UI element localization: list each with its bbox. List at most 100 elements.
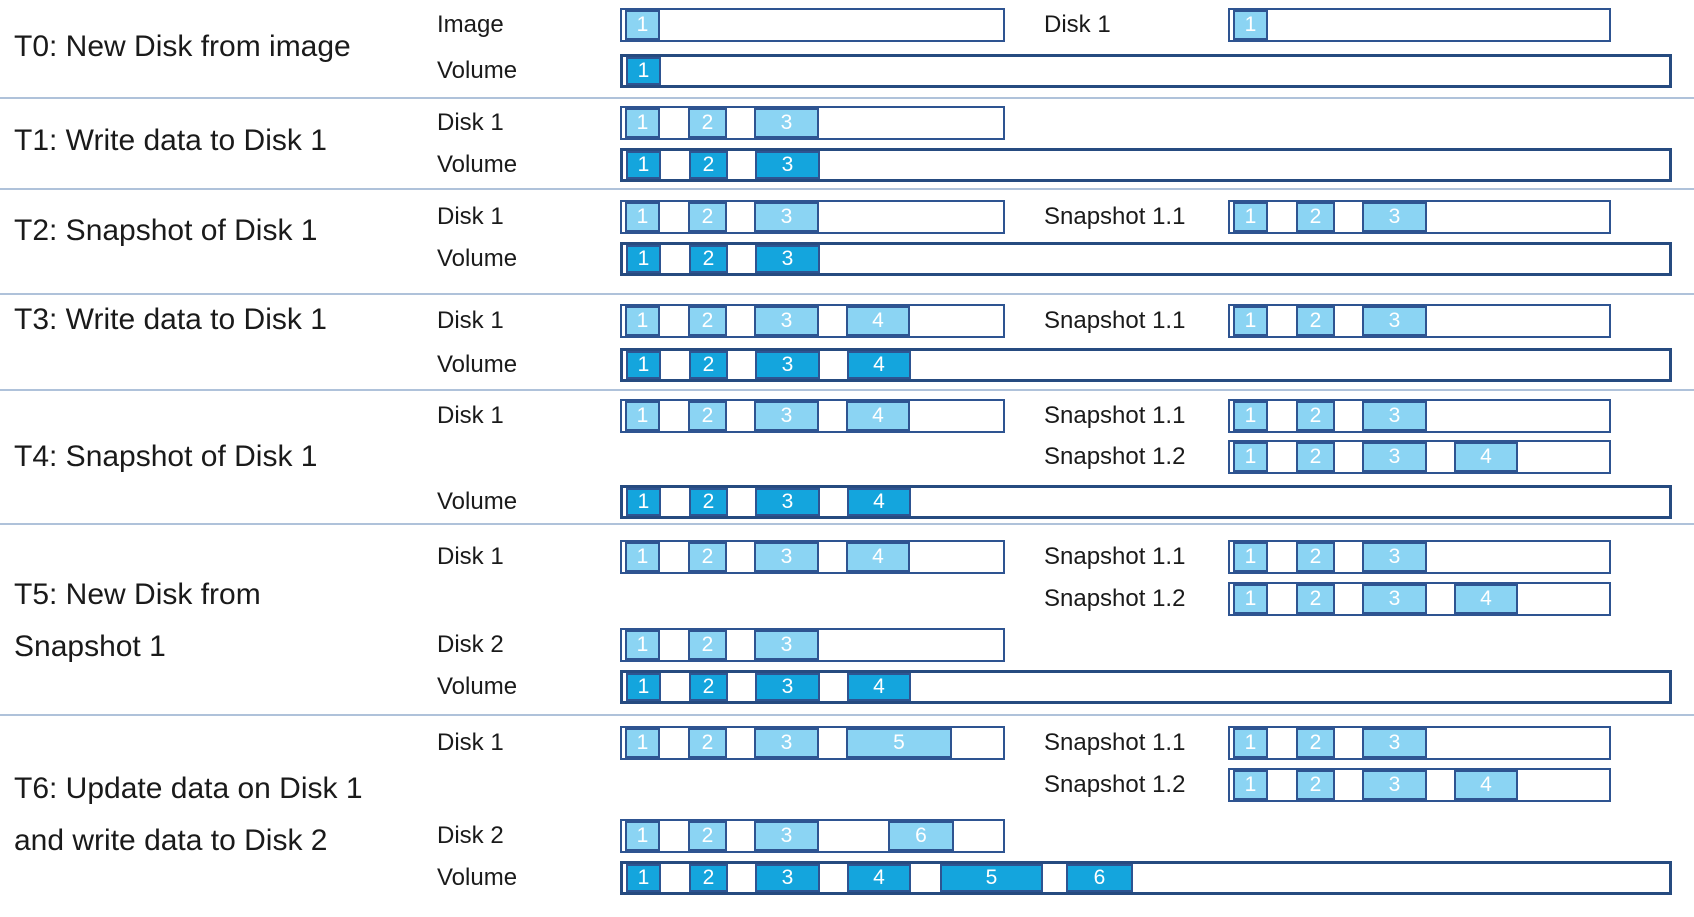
block-2: 2: [1296, 728, 1335, 758]
block-4: 4: [1454, 770, 1518, 800]
row-label-volume: Volume: [437, 57, 518, 84]
block-2: 2: [1296, 770, 1335, 800]
block-3: 3: [754, 542, 819, 572]
block-2: 2: [688, 306, 727, 336]
block-6: 6: [1066, 864, 1133, 892]
block-2: 2: [1296, 306, 1335, 336]
row-label-disk-2: Disk 2: [437, 822, 504, 849]
block-2: 2: [688, 821, 727, 851]
block-1: 1: [625, 728, 660, 758]
block-4: 4: [846, 401, 910, 431]
block-1: 1: [625, 202, 660, 232]
row-label-disk-1: Disk 1: [437, 402, 504, 429]
volume-bar: 1: [620, 54, 1672, 88]
block-3: 3: [754, 728, 819, 758]
block-1: 1: [1233, 401, 1268, 431]
section-title-t1: T1: Write data to Disk 1: [14, 124, 327, 157]
block-2: 2: [689, 151, 728, 179]
block-3: 3: [1362, 202, 1427, 232]
image-bar: 1: [620, 8, 1005, 42]
section-title-t3: T3: Write data to Disk 1: [14, 303, 327, 336]
block-3: 3: [755, 151, 820, 179]
block-3: 3: [754, 821, 819, 851]
block-2: 2: [688, 202, 727, 232]
row-label-snapshot-1-1: Snapshot 1.1: [1044, 203, 1186, 230]
section-title-t0: T0: New Disk from image: [14, 30, 351, 63]
block-1: 1: [1233, 542, 1268, 572]
row-label-disk-2: Disk 2: [437, 631, 504, 658]
block-2: 2: [1296, 584, 1335, 614]
section-separator: [0, 293, 1694, 295]
section-title-t5: Snapshot 1: [14, 630, 166, 663]
block-5: 5: [846, 728, 952, 758]
block-3: 3: [1362, 584, 1427, 614]
row-label-snapshot-1-2: Snapshot 1.2: [1044, 771, 1186, 798]
section-separator: [0, 188, 1694, 190]
block-3: 3: [1362, 728, 1427, 758]
block-1: 1: [625, 542, 660, 572]
row-label-volume: Volume: [437, 351, 518, 378]
block-2: 2: [1296, 442, 1335, 472]
row-label-volume: Volume: [437, 673, 518, 700]
section-separator: [0, 389, 1694, 391]
block-4: 4: [1454, 442, 1518, 472]
block-4: 4: [847, 351, 911, 379]
row-label-volume: Volume: [437, 245, 518, 272]
block-1: 1: [626, 245, 661, 273]
row-label-snapshot-1-2: Snapshot 1.2: [1044, 585, 1186, 612]
block-3: 3: [755, 673, 820, 701]
block-1: 1: [626, 864, 661, 892]
section-separator: [0, 714, 1694, 716]
block-3: 3: [755, 351, 820, 379]
row-label-disk-1: Disk 1: [437, 203, 504, 230]
block-3: 3: [754, 202, 819, 232]
block-1: 1: [626, 673, 661, 701]
row-label-disk-1: Disk 1: [437, 543, 504, 570]
block-1: 1: [626, 351, 661, 379]
block-2: 2: [689, 673, 728, 701]
block-3: 3: [755, 488, 820, 516]
block-1: 1: [626, 488, 661, 516]
block-3: 3: [1362, 542, 1427, 572]
block-1: 1: [625, 630, 660, 660]
row-label-snapshot-1-1: Snapshot 1.1: [1044, 307, 1186, 334]
block-3: 3: [754, 401, 819, 431]
block-2: 2: [1296, 401, 1335, 431]
row-label-volume: Volume: [437, 488, 518, 515]
block-1: 1: [625, 401, 660, 431]
block-6: 6: [888, 821, 954, 851]
block-1: 1: [1233, 202, 1268, 232]
block-2: 2: [689, 864, 728, 892]
block-4: 4: [1454, 584, 1518, 614]
block-3: 3: [754, 306, 819, 336]
row-label-snapshot-1-1: Snapshot 1.1: [1044, 402, 1186, 429]
block-1: 1: [626, 57, 661, 85]
row-label-disk-1: Disk 1: [1044, 11, 1111, 38]
block-2: 2: [688, 542, 727, 572]
row-label-disk-1: Disk 1: [437, 109, 504, 136]
section-title-t4: T4: Snapshot of Disk 1: [14, 440, 318, 473]
block-2: 2: [689, 351, 728, 379]
block-1: 1: [626, 151, 661, 179]
block-3: 3: [754, 630, 819, 660]
section-title-t6: T6: Update data on Disk 1: [14, 772, 363, 805]
block-2: 2: [688, 401, 727, 431]
block-4: 4: [847, 864, 911, 892]
section-separator: [0, 97, 1694, 99]
block-3: 3: [754, 108, 819, 138]
row-label-volume: Volume: [437, 864, 518, 891]
